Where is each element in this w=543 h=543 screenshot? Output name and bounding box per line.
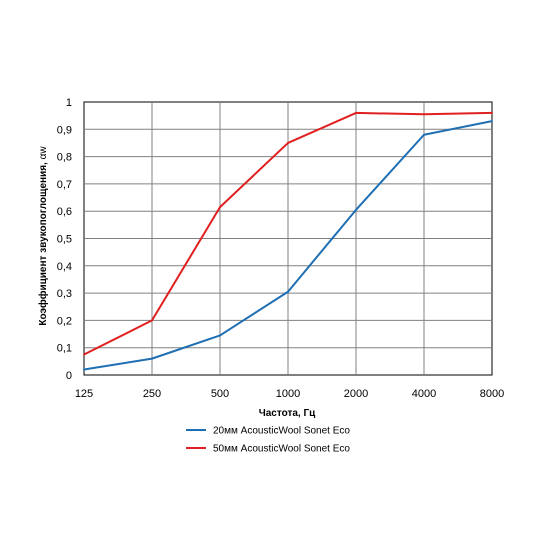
y-tick-label: 0,7 — [57, 179, 72, 191]
data-point-series-2 — [83, 353, 85, 356]
x-tick-label: 125 — [75, 388, 93, 400]
data-point-series-1 — [83, 368, 85, 371]
series-layer — [83, 111, 493, 371]
y-axis-title-main: Коэффициент звукопоглощения, — [37, 159, 49, 325]
y-tick-label: 0,2 — [57, 315, 72, 327]
y-tick-label: 0,9 — [57, 124, 72, 136]
data-point-series-2 — [423, 113, 425, 116]
data-point-series-1 — [355, 208, 357, 211]
x-tick-label: 4000 — [412, 388, 436, 400]
x-tick-label: 250 — [143, 388, 161, 400]
data-point-series-2 — [287, 141, 289, 144]
y-tick-labels: 0 0,1 0,2 0,3 0,4 0,5 0,6 0,7 0,8 0,9 1 — [57, 97, 72, 382]
legend-label-series-1: 20мм AcousticWool Sonet Eco — [213, 426, 350, 437]
y-tick-label: 0 — [66, 370, 72, 382]
y-axis-title-symbol: αw — [38, 146, 49, 160]
x-axis-title: Частота, Гц — [259, 408, 316, 419]
x-tick-label: 2000 — [344, 388, 368, 400]
data-point-series-2 — [491, 111, 493, 114]
y-tick-label: 0,6 — [57, 206, 72, 218]
legend-label-series-2: 50мм AcousticWool Sonet Eco — [213, 444, 350, 455]
x-tick-label: 500 — [211, 388, 229, 400]
y-tick-label: 0,3 — [57, 288, 72, 300]
data-point-series-1 — [219, 334, 221, 337]
y-tick-label: 0,4 — [57, 261, 72, 273]
data-point-series-2 — [355, 111, 357, 114]
x-tick-label: 8000 — [480, 388, 504, 400]
x-tick-label: 1000 — [276, 388, 300, 400]
data-point-series-2 — [219, 206, 221, 209]
data-point-series-1 — [151, 357, 153, 360]
data-point-series-1 — [423, 133, 425, 136]
data-point-series-1 — [491, 120, 493, 123]
y-tick-label: 1 — [66, 97, 72, 109]
data-point-series-1 — [287, 290, 289, 293]
y-axis-title: Коэффициент звукопоглощения, αw — [37, 146, 49, 326]
y-tick-label: 0,8 — [57, 152, 72, 164]
y-tick-label: 0,1 — [57, 343, 72, 355]
data-point-series-2 — [151, 319, 153, 322]
legend: 20мм AcousticWool Sonet Eco 50мм Acousti… — [186, 426, 350, 455]
x-tick-labels: 125 250 500 1000 2000 4000 8000 — [75, 388, 504, 400]
y-tick-label: 0,5 — [57, 234, 72, 246]
